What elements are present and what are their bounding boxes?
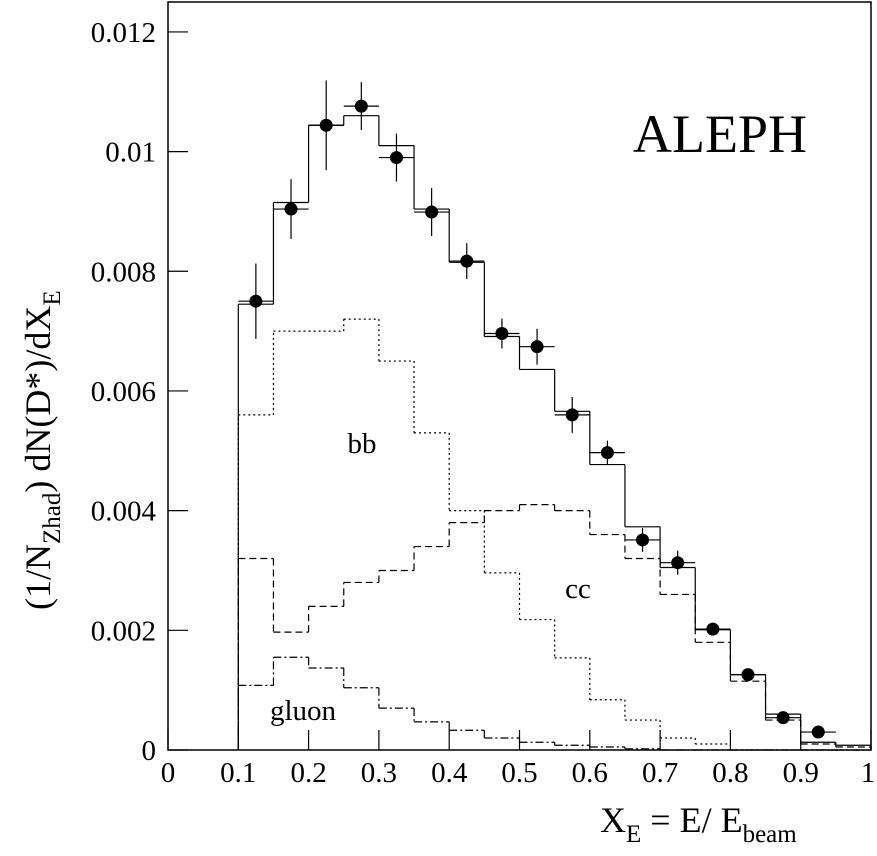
y-tick-label: 0.006 [91,376,156,408]
data-point [636,533,650,547]
x-tick-label: 0.5 [501,757,537,789]
x-tick-label: 0.8 [712,757,748,789]
annotation: gluon [270,695,337,727]
x-title-part: = E/ E [641,800,742,840]
y-title-part: ) dN(D*)/dX [18,306,58,493]
data-point [565,408,579,422]
data-point [671,556,685,570]
data-point [811,725,825,739]
annotation: cc [565,573,591,605]
y-tick-label: 0.01 [105,137,156,169]
annotation: bb [348,428,377,460]
x-title-subscript: E [626,821,641,848]
y-title-subscript: E [39,290,66,305]
data-point [460,254,474,268]
y-title-subscript: Zhad [39,492,66,544]
data-point [389,151,403,165]
data-point [776,711,790,725]
x-tick-label: 0.6 [572,757,608,789]
x-tick-label: 0.9 [783,757,819,789]
data-point [530,340,544,354]
data-point [741,668,755,682]
x-axis-title: XE = E/ Ebeam [600,800,797,848]
x-title-part: X [600,800,626,840]
x-tick-label: 0.7 [642,757,678,789]
data-point [249,294,263,308]
x-tick-label: 0.3 [361,757,397,789]
x-tick-label: 0.4 [431,757,468,789]
x-tick-label: 0.1 [220,757,256,789]
x-title-subscript: beam [743,821,798,848]
data-point [425,205,439,219]
data-point [284,202,298,216]
y-tick-label: 0.004 [91,496,157,528]
x-tick-label: 0.2 [290,757,326,789]
y-tick-label: 0.012 [91,17,156,49]
data-point [354,99,368,113]
annotation: ALEPH [633,104,807,164]
y-title-part: (1/N [18,544,58,610]
data-point [600,446,614,460]
y-tick-label: 0.002 [91,615,156,647]
x-tick-label: 0 [161,757,176,789]
data-point [495,327,509,341]
data-point [706,622,720,636]
x-tick-label: 1 [861,757,876,789]
data-point [319,118,333,132]
y-tick-label: 0 [142,735,157,767]
y-tick-label: 0.008 [91,256,156,288]
y-axis-title: (1/NZhad) dN(D*)/dXE [18,290,66,610]
